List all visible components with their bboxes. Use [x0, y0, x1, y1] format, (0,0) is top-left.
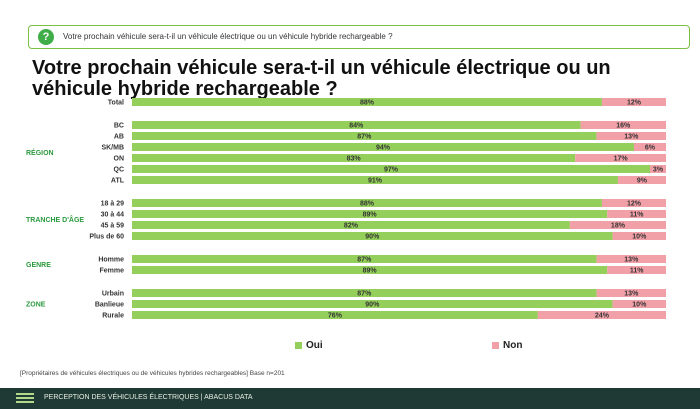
value-label-non: 10% — [632, 234, 647, 241]
bar-oui — [132, 266, 608, 274]
footnote: [Propriétaires de véhicules électriques … — [20, 370, 285, 377]
bar-non — [569, 221, 666, 229]
bar-oui — [132, 300, 613, 308]
value-label-oui: 87% — [357, 134, 372, 141]
bar-non — [537, 311, 666, 319]
section-label: RÉGION — [26, 148, 54, 157]
bar-oui — [132, 289, 597, 297]
legend-swatch-non — [492, 342, 499, 349]
value-label-oui: 89% — [363, 268, 378, 275]
bar-non — [580, 121, 666, 129]
row-label: ATL — [111, 178, 125, 185]
bar-oui — [132, 98, 602, 106]
bar-oui — [132, 154, 576, 162]
value-label-non: 9% — [637, 178, 648, 185]
bar-oui — [132, 210, 608, 218]
bar-non — [596, 289, 666, 297]
bar-oui — [132, 221, 570, 229]
value-label-oui: 90% — [365, 302, 380, 309]
row-label: Urbain — [102, 291, 124, 298]
value-label-oui: 88% — [360, 100, 375, 107]
value-label-non: 12% — [627, 100, 642, 107]
value-label-non: 13% — [624, 257, 639, 264]
abacus-logo-icon — [16, 393, 34, 405]
row-label: SK/MB — [101, 145, 124, 152]
bar-non — [612, 232, 666, 240]
bar-oui — [132, 311, 538, 319]
row-label: Femme — [99, 268, 124, 275]
value-label-non: 12% — [627, 201, 642, 208]
row-label: Total — [108, 100, 124, 107]
bar-non — [607, 266, 666, 274]
row-label: AB — [114, 134, 124, 141]
footer-bar: PERCEPTION DES VÉHICULES ÉLECTRIQUES | A… — [0, 388, 700, 409]
section-label: TRANCHE D'ÂGE — [26, 215, 84, 224]
value-label-non: 18% — [611, 223, 626, 230]
value-label-non: 24% — [595, 313, 610, 320]
value-label-oui: 89% — [363, 212, 378, 219]
bar-non — [601, 199, 666, 207]
bar-non — [607, 210, 666, 218]
legend-label-non: Non — [503, 340, 523, 351]
value-label-oui: 88% — [360, 201, 375, 208]
value-label-non: 3% — [653, 167, 664, 174]
value-label-non: 17% — [614, 156, 629, 163]
value-label-oui: 90% — [365, 234, 380, 241]
row-label: 18 à 29 — [101, 201, 124, 208]
bar-oui — [132, 199, 602, 207]
bar-oui — [132, 165, 650, 173]
footer-title: PERCEPTION DES VÉHICULES ÉLECTRIQUES | A… — [44, 394, 253, 401]
value-label-non: 6% — [645, 145, 656, 152]
row-label: QC — [114, 167, 125, 174]
legend-swatch-oui — [295, 342, 302, 349]
bar-non — [575, 154, 666, 162]
bar-oui — [132, 232, 613, 240]
value-label-oui: 87% — [357, 257, 372, 264]
value-label-oui: 94% — [376, 145, 391, 152]
value-label-non: 13% — [624, 291, 639, 298]
row-label: Plus de 60 — [89, 234, 124, 241]
value-label-oui: 84% — [349, 123, 364, 130]
bar-oui — [132, 255, 597, 263]
bar-oui — [132, 176, 618, 184]
value-label-non: 10% — [632, 302, 647, 309]
bar-non — [649, 165, 666, 173]
value-label-oui: 76% — [328, 313, 343, 320]
value-label-oui: 83% — [347, 156, 362, 163]
value-label-non: 13% — [624, 134, 639, 141]
row-label: BC — [114, 123, 124, 130]
chart-title: Votre prochain véhicule sera-t-il un véh… — [32, 57, 611, 100]
bar-oui — [132, 132, 597, 140]
section-label: GENRE — [26, 262, 51, 269]
legend-non: Non — [492, 340, 522, 351]
question-box: ? Votre prochain véhicule sera-t-il un v… — [28, 25, 690, 49]
row-label: Homme — [98, 257, 124, 264]
row-label: 45 à 59 — [101, 223, 124, 230]
question-icon: ? — [38, 29, 54, 45]
bar-oui — [132, 121, 581, 129]
bar-non — [633, 143, 666, 151]
bar-non — [596, 255, 666, 263]
row-label: Banlieue — [95, 302, 124, 309]
section-label: ZONE — [26, 302, 46, 309]
value-label-non: 11% — [630, 268, 644, 275]
bar-non — [612, 300, 666, 308]
row-label: 30 à 44 — [101, 212, 124, 219]
value-label-oui: 82% — [344, 223, 359, 230]
value-label-oui: 97% — [384, 167, 399, 174]
legend-oui: Oui — [295, 340, 323, 351]
value-label-oui: 87% — [357, 291, 372, 298]
row-label: Rurale — [102, 313, 124, 320]
bar-non — [601, 98, 666, 106]
bar-non — [617, 176, 666, 184]
row-label: ON — [114, 156, 125, 163]
value-label-non: 11% — [630, 212, 644, 219]
bar-non — [596, 132, 666, 140]
value-label-oui: 91% — [368, 178, 383, 185]
bar-oui — [132, 143, 634, 151]
value-label-non: 16% — [616, 123, 631, 130]
legend-label-oui: Oui — [306, 340, 323, 351]
question-text: Votre prochain véhicule sera-t-il un véh… — [63, 32, 393, 41]
